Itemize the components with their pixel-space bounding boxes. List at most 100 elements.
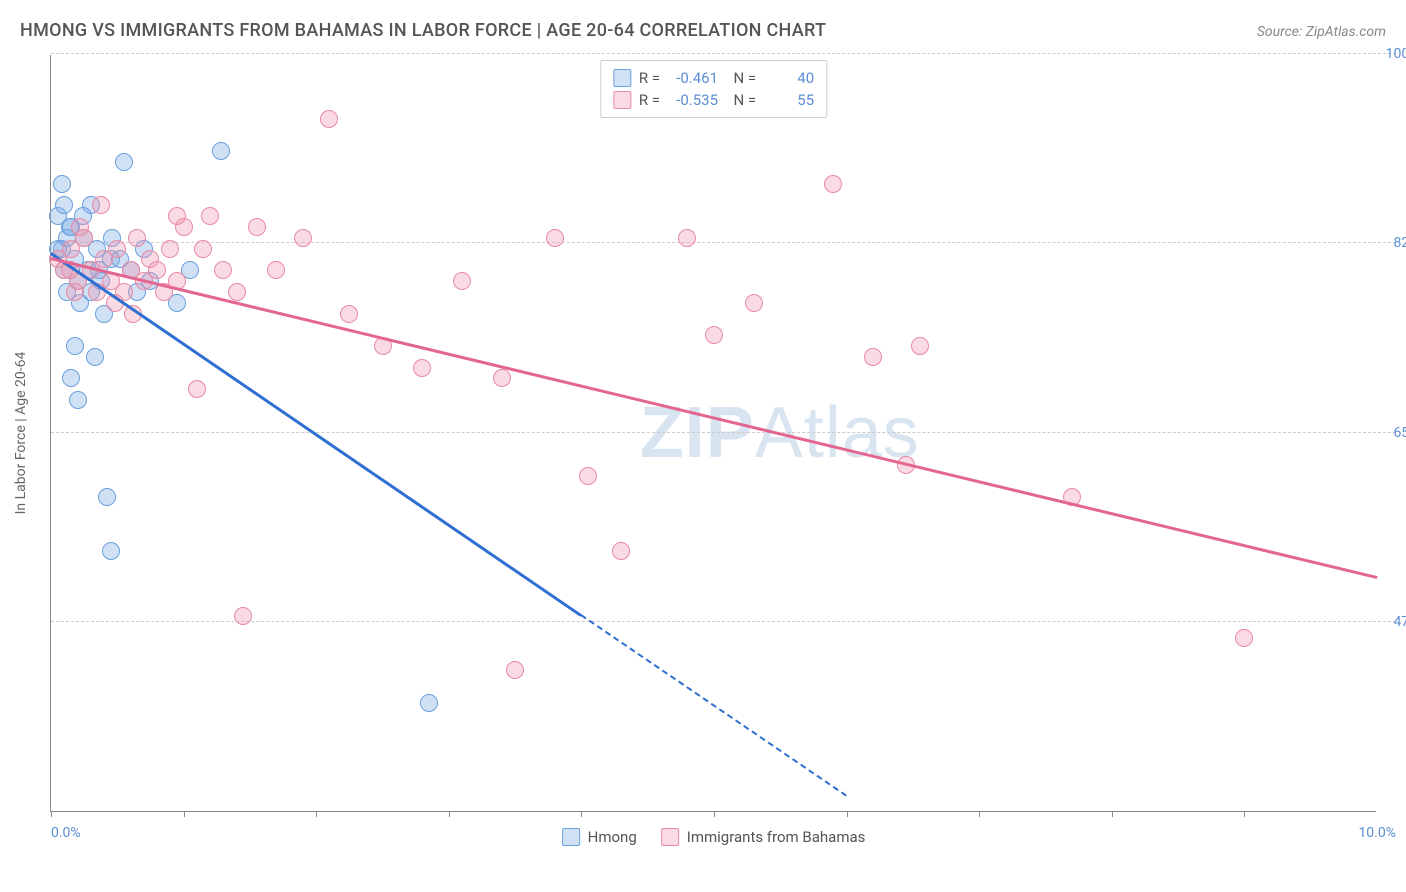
scatter-point [61,261,79,279]
stat-n-value: 40 [764,69,814,87]
scatter-point [95,250,113,268]
scatter-point [55,261,73,279]
y-tick-label: 82.5% [1393,235,1406,251]
stat-n-label: N = [726,91,756,109]
scatter-point [49,250,67,268]
scatter-point [102,542,120,560]
chart-title: HMONG VS IMMIGRANTS FROM BAHAMAS IN LABO… [20,20,826,41]
scatter-point [506,661,524,679]
scatter-point [108,240,126,258]
scatter-point [53,240,71,258]
stat-n-label: N = [726,69,756,87]
series-swatch [613,69,631,87]
x-tick-mark [316,811,317,817]
scatter-point [135,240,153,258]
x-tick-mark [184,811,185,817]
stat-r-label: R = [639,69,660,87]
scatter-point [69,391,87,409]
scatter-point [168,294,186,312]
gridline-horizontal [51,242,1396,243]
scatter-point [340,305,358,323]
scatter-point [168,207,186,225]
scatter-point [66,250,84,268]
scatter-point [82,283,100,301]
legend-label: Hmong [588,828,637,846]
scatter-point [90,261,108,279]
stat-n-value: 55 [764,91,814,109]
watermark: ZIPAtlas [640,392,920,474]
scatter-point [49,240,67,258]
scatter-point [201,207,219,225]
scatter-point [546,229,564,247]
scatter-point [79,261,97,279]
scatter-point [69,272,87,290]
scatter-point [98,488,116,506]
stats-row: R =-0.535 N =55 [613,89,814,111]
scatter-point [92,196,110,214]
y-tick-label: 65.0% [1393,425,1406,441]
scatter-point [148,261,166,279]
scatter-point [58,229,76,247]
y-tick-label: 100.0% [1386,46,1406,62]
scatter-point [58,283,76,301]
legend-label: Immigrants from Bahamas [687,828,866,846]
scatter-point [122,261,140,279]
legend-swatch [661,828,679,846]
scatter-point [115,153,133,171]
scatter-point [124,305,142,323]
scatter-point [82,261,100,279]
scatter-point [493,369,511,387]
scatter-point [62,218,80,236]
scatter-point [75,229,93,247]
stat-r-value: -0.535 [668,91,718,109]
source-attribution: Source: ZipAtlas.com [1257,24,1386,40]
scatter-point [155,283,173,301]
scatter-point [102,250,120,268]
scatter-point [92,272,110,290]
scatter-point [234,607,252,625]
stat-r-value: -0.461 [668,69,718,87]
scatter-point [95,305,113,323]
scatter-point [705,326,723,344]
scatter-point [106,294,124,312]
scatter-point [62,240,80,258]
x-tick-mark [581,811,582,817]
scatter-point [128,229,146,247]
scatter-point [212,142,230,160]
scatter-point [53,175,71,193]
scatter-point [61,218,79,236]
x-tick-mark [51,811,52,817]
scatter-point [128,283,146,301]
x-tick-mark [1244,811,1245,817]
trend-line [51,257,1378,578]
gridline-horizontal [51,432,1396,433]
scatter-point [214,261,232,279]
scatter-point [103,229,121,247]
y-axis-label: In Labor Force | Age 20-64 [13,352,29,515]
legend-item: Immigrants from Bahamas [661,828,866,846]
legend-item: Hmong [562,828,637,846]
scatter-point [897,456,915,474]
scatter-point [267,261,285,279]
scatter-point [141,272,159,290]
scatter-point [122,261,140,279]
scatter-point [88,240,106,258]
plot-area: ZIPAtlas R =-0.461 N =40R =-0.535 N =55 … [50,55,1376,812]
scatter-point [74,207,92,225]
scatter-point [62,369,80,387]
x-axis-min-label: 0.0% [51,825,81,841]
scatter-point [420,694,438,712]
scatter-point [135,272,153,290]
scatter-point [55,261,73,279]
scatter-point [374,337,392,355]
scatter-point [413,359,431,377]
scatter-point [824,175,842,193]
correlation-stats-box: R =-0.461 N =40R =-0.535 N =55 [600,60,827,118]
scatter-point [161,240,179,258]
scatter-point [579,467,597,485]
scatter-point [102,272,120,290]
x-tick-mark [847,811,848,817]
scatter-point [71,218,89,236]
scatter-point [55,196,73,214]
scatter-point [1063,488,1081,506]
